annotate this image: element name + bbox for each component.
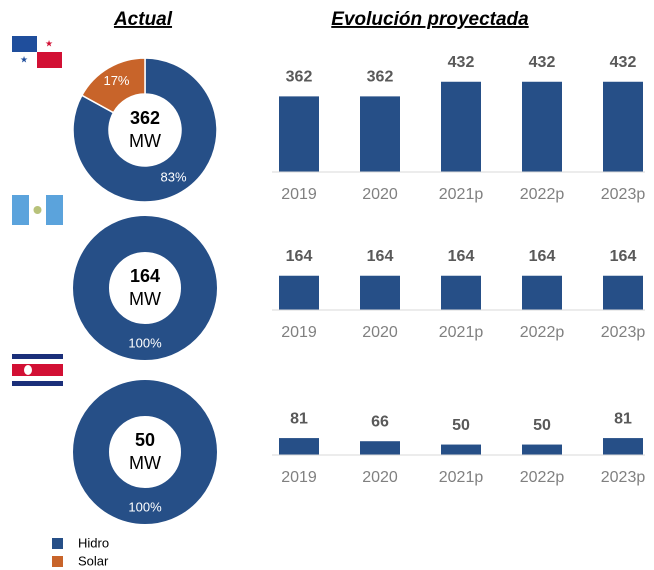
bar-value-label: 50 — [452, 417, 470, 434]
x-tick-label: 2021p — [439, 186, 484, 203]
bar-value-label: 362 — [286, 69, 313, 86]
bar-value-label: 164 — [529, 248, 556, 265]
bar-value-label: 81 — [290, 410, 308, 427]
x-tick-label: 2022p — [520, 186, 565, 203]
x-tick-label: 2020 — [362, 324, 398, 341]
x-tick-label: 2020 — [362, 469, 398, 486]
x-tick-label: 2019 — [281, 186, 317, 203]
bar-value-label: 164 — [610, 248, 637, 265]
bar — [360, 441, 400, 455]
bar-value-label: 164 — [448, 248, 475, 265]
segment-label: 100% — [128, 335, 162, 350]
svg-text:★: ★ — [20, 54, 28, 64]
bar-value-label: 81 — [614, 410, 632, 427]
legend-label: Hidro — [78, 535, 109, 550]
segment-label: 83% — [160, 170, 186, 185]
bar-value-label: 164 — [367, 248, 394, 265]
x-tick-label: 2019 — [281, 469, 317, 486]
x-tick-label: 2019 — [281, 324, 317, 341]
segment-label: 100% — [128, 499, 162, 514]
x-tick-label: 2022p — [520, 469, 565, 486]
center-unit: MW — [129, 289, 161, 309]
flag-guatemala — [12, 195, 63, 225]
bar — [441, 444, 481, 455]
x-tick-label: 2021p — [439, 324, 484, 341]
donut-segment — [80, 57, 146, 114]
bar — [522, 444, 562, 455]
bar — [360, 275, 400, 310]
flag-panama: ★ ★ — [12, 36, 62, 68]
legend-label: Solar — [78, 553, 109, 568]
bar — [441, 81, 481, 172]
segment-label: 17% — [103, 73, 129, 88]
x-tick-label: 2023p — [601, 324, 646, 341]
bar — [603, 275, 643, 310]
x-tick-label: 2022p — [520, 324, 565, 341]
header-projected: Evolución proyectada — [331, 9, 529, 30]
x-tick-label: 2020 — [362, 186, 398, 203]
bar-value-label: 432 — [448, 54, 475, 71]
center-total: 164 — [130, 266, 160, 286]
svg-text:★: ★ — [45, 38, 53, 48]
header-actual: Actual — [113, 9, 173, 30]
bar-value-label: 432 — [610, 54, 637, 71]
bar — [603, 438, 643, 455]
donut-segment — [73, 216, 217, 360]
donut-segment — [73, 380, 217, 524]
bar — [279, 275, 319, 310]
bar — [279, 96, 319, 172]
bar — [603, 81, 643, 172]
donut-segment — [72, 57, 218, 203]
center-unit: MW — [129, 131, 161, 151]
center-unit: MW — [129, 453, 161, 473]
x-tick-label: 2021p — [439, 469, 484, 486]
bar-value-label: 432 — [529, 54, 556, 71]
bar — [441, 275, 481, 310]
legend-swatch — [52, 538, 63, 549]
flag-costa-rica — [12, 354, 63, 386]
bar — [360, 96, 400, 172]
x-tick-label: 2023p — [601, 186, 646, 203]
bar-value-label: 50 — [533, 417, 551, 434]
x-tick-label: 2023p — [601, 469, 646, 486]
bar-value-label: 362 — [367, 69, 394, 86]
bar — [522, 81, 562, 172]
center-total: 362 — [130, 108, 160, 128]
bar — [522, 275, 562, 310]
legend-swatch — [52, 556, 63, 567]
bar-value-label: 164 — [286, 248, 313, 265]
bar-value-label: 66 — [371, 413, 389, 430]
center-total: 50 — [135, 430, 155, 450]
bar — [279, 438, 319, 455]
